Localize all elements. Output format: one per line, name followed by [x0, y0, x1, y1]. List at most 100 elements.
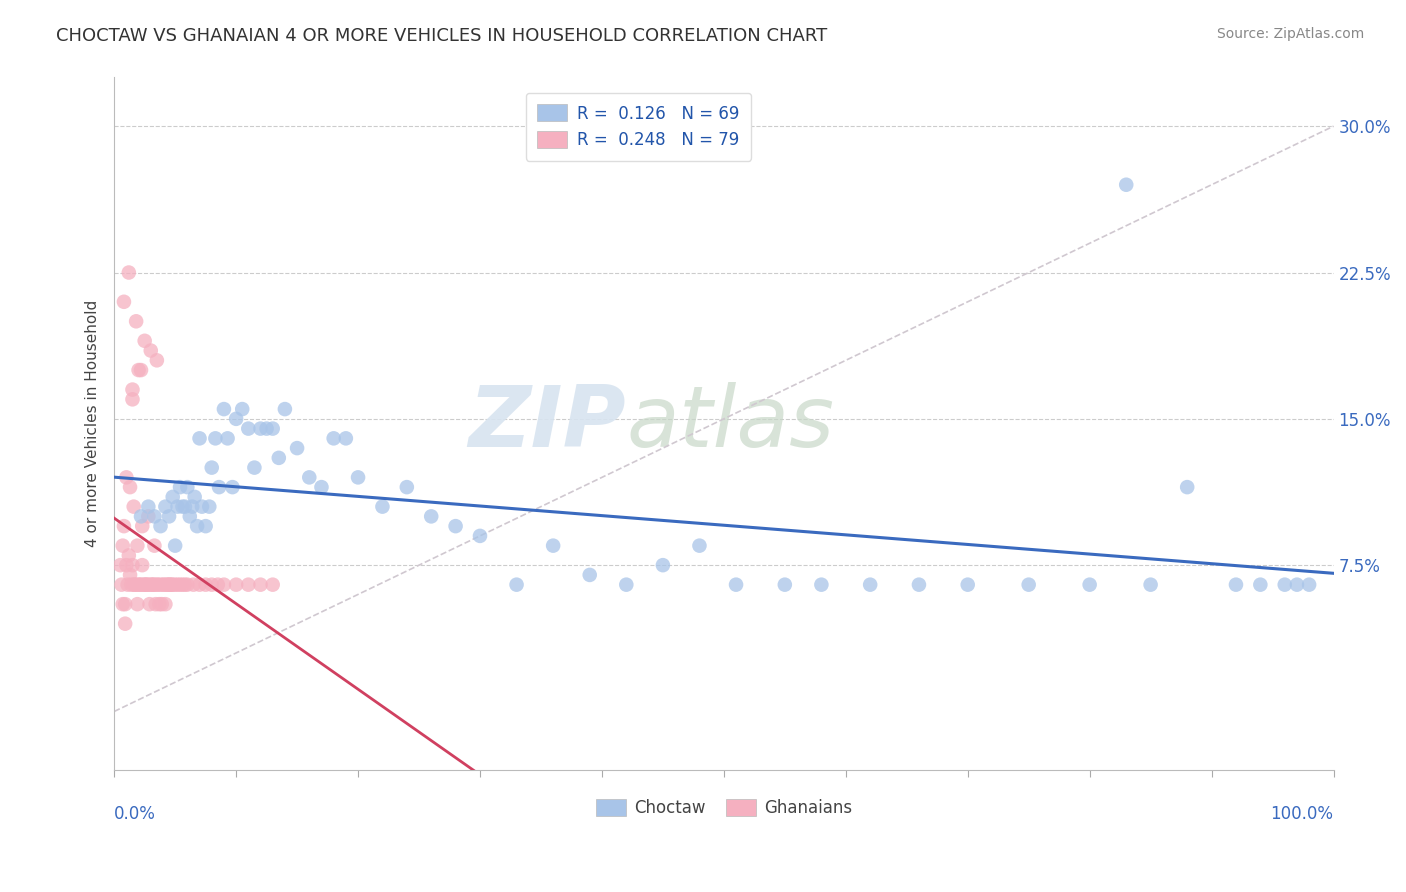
Point — [444, 519, 467, 533]
Text: Source: ZipAtlas.com: Source: ZipAtlas.com — [1216, 27, 1364, 41]
Point — [153, 577, 176, 591]
Point — [134, 334, 156, 348]
Point — [127, 539, 149, 553]
Point — [114, 597, 136, 611]
Point — [208, 480, 231, 494]
Point — [725, 577, 748, 591]
Point — [221, 480, 243, 494]
Point — [118, 480, 141, 494]
Point — [1139, 577, 1161, 591]
Point — [311, 480, 333, 494]
Point — [162, 490, 184, 504]
Point — [179, 509, 201, 524]
Point — [139, 577, 162, 591]
Point — [188, 431, 211, 445]
Point — [201, 460, 224, 475]
Point — [125, 577, 148, 591]
Point — [145, 597, 167, 611]
Point — [157, 509, 180, 524]
Point — [165, 539, 187, 553]
Text: CHOCTAW VS GHANAIAN 4 OR MORE VEHICLES IN HOUSEHOLD CORRELATION CHART: CHOCTAW VS GHANAIAN 4 OR MORE VEHICLES I… — [56, 27, 828, 45]
Point — [198, 500, 221, 514]
Point — [1115, 178, 1137, 192]
Point — [110, 558, 132, 573]
Point — [166, 577, 188, 591]
Point — [249, 577, 271, 591]
Point — [174, 500, 197, 514]
Point — [172, 500, 194, 514]
Point — [578, 568, 600, 582]
Point — [112, 294, 135, 309]
Point — [207, 577, 229, 591]
Point — [111, 597, 134, 611]
Point — [138, 597, 160, 611]
Point — [1298, 577, 1320, 591]
Point — [148, 597, 170, 611]
Point — [176, 480, 198, 494]
Point — [468, 529, 491, 543]
Point — [267, 450, 290, 465]
Point — [225, 412, 247, 426]
Point — [238, 421, 260, 435]
Point — [1018, 577, 1040, 591]
Point — [249, 421, 271, 435]
Point — [136, 577, 159, 591]
Text: 100.0%: 100.0% — [1271, 805, 1333, 823]
Point — [262, 421, 284, 435]
Point — [134, 577, 156, 591]
Point — [420, 509, 443, 524]
Point — [541, 539, 564, 553]
Point — [243, 460, 266, 475]
Point — [688, 539, 710, 553]
Point — [121, 383, 143, 397]
Point — [1285, 577, 1308, 591]
Point — [136, 509, 159, 524]
Text: atlas: atlas — [626, 382, 834, 466]
Point — [181, 500, 204, 514]
Point — [212, 577, 235, 591]
Point — [194, 519, 217, 533]
Point — [122, 577, 145, 591]
Point — [859, 577, 882, 591]
Point — [298, 470, 321, 484]
Point — [231, 402, 253, 417]
Point — [157, 577, 180, 591]
Point — [186, 519, 208, 533]
Point — [129, 509, 152, 524]
Point — [204, 431, 226, 445]
Point — [121, 558, 143, 573]
Y-axis label: 4 or more Vehicles in Household: 4 or more Vehicles in Household — [86, 300, 100, 548]
Point — [395, 480, 418, 494]
Legend: Choctaw, Ghanaians: Choctaw, Ghanaians — [589, 792, 859, 824]
Point — [159, 577, 181, 591]
Point — [117, 577, 139, 591]
Point — [129, 363, 152, 377]
Point — [156, 577, 179, 591]
Point — [160, 577, 183, 591]
Point — [201, 577, 224, 591]
Point — [773, 577, 796, 591]
Point — [505, 577, 527, 591]
Point — [908, 577, 931, 591]
Point — [152, 577, 174, 591]
Point — [322, 431, 344, 445]
Point — [125, 314, 148, 328]
Point — [169, 577, 191, 591]
Point — [115, 558, 138, 573]
Point — [143, 509, 166, 524]
Point — [183, 490, 205, 504]
Point — [1249, 577, 1271, 591]
Point — [118, 266, 141, 280]
Point — [141, 577, 163, 591]
Point — [135, 577, 157, 591]
Point — [183, 577, 205, 591]
Point — [150, 597, 173, 611]
Point — [118, 549, 141, 563]
Point — [149, 577, 172, 591]
Point — [162, 577, 184, 591]
Point — [169, 480, 191, 494]
Point — [128, 577, 150, 591]
Point — [120, 577, 142, 591]
Point — [166, 500, 188, 514]
Point — [256, 421, 278, 435]
